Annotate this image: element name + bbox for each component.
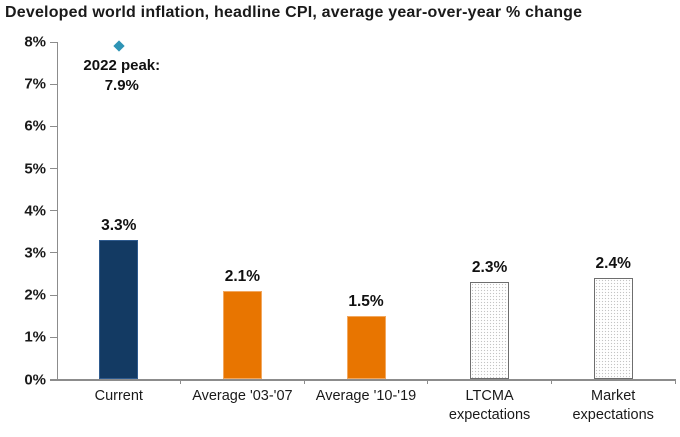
x-axis-label-ltcma-expectations: LTCMA expectations bbox=[428, 387, 552, 425]
y-axis-tick bbox=[50, 336, 57, 338]
peak-diamond-marker bbox=[113, 40, 125, 52]
x-axis-label-line: expectations bbox=[572, 407, 654, 423]
peak-annotation-line: 7.9% bbox=[104, 77, 139, 95]
x-axis-tick bbox=[180, 378, 182, 384]
y-axis-label-0: 0% bbox=[24, 371, 46, 388]
value-label-ltcma-expectations: 2.3% bbox=[471, 259, 508, 277]
peak-annotation-line: 2022 peak: bbox=[83, 57, 161, 75]
x-axis-label-line: Market bbox=[591, 388, 636, 404]
y-axis-tick bbox=[50, 379, 57, 380]
bar-ltcma-expectations bbox=[470, 282, 510, 379]
y-axis-label-5: 5% bbox=[24, 160, 46, 178]
chart-title: Developed world inflation, headline CPI,… bbox=[5, 4, 583, 21]
x-axis-label-line: expectations bbox=[448, 407, 531, 423]
x-axis-label-line: Average '03-'07 bbox=[192, 388, 293, 404]
y-axis-label-2: 2% bbox=[24, 286, 46, 304]
value-label-average-10-19: 1.5% bbox=[348, 293, 384, 311]
peak-annotation: 2022 peak: 7.9% bbox=[52, 56, 192, 96]
y-axis-tick bbox=[50, 210, 57, 212]
y-axis-tick bbox=[50, 125, 57, 127]
y-axis-tick bbox=[50, 252, 57, 254]
y-axis-label-4: 4% bbox=[24, 202, 46, 220]
x-axis-label-average-03-07: Average '03-'07 bbox=[180, 387, 304, 406]
bar-current bbox=[99, 240, 139, 379]
bar-average-03-07 bbox=[222, 290, 262, 379]
x-axis-tick bbox=[303, 378, 305, 384]
y-axis-label-1: 1% bbox=[24, 328, 46, 346]
y-axis-label-8: 8% bbox=[24, 33, 46, 51]
x-axis-label-market-expectations: Market expectations bbox=[551, 387, 675, 425]
x-axis-label-line: Current bbox=[94, 388, 143, 404]
y-axis-label-7: 7% bbox=[24, 75, 46, 93]
bar-market-expectations bbox=[593, 278, 633, 379]
y-axis-label-6: 6% bbox=[24, 117, 46, 135]
x-axis-line bbox=[50, 378, 676, 381]
value-label-current: 3.3% bbox=[101, 217, 137, 235]
bar-average-10-19 bbox=[346, 316, 386, 379]
x-axis-label-line: Average '10-'19 bbox=[315, 388, 417, 404]
x-axis-label-average-10-19: Average '10-'19 bbox=[304, 387, 428, 406]
y-axis-tick bbox=[50, 83, 57, 85]
value-label-market-expectations: 2.4% bbox=[595, 255, 631, 273]
y-axis-label-3: 3% bbox=[24, 244, 46, 262]
value-label-average-03-07: 2.1% bbox=[224, 267, 261, 285]
x-axis-tick bbox=[427, 378, 429, 384]
y-axis-line bbox=[56, 42, 58, 380]
x-axis-tick bbox=[674, 378, 676, 384]
x-axis-label-line: LTCMA bbox=[465, 388, 514, 404]
x-axis-label-current: Current bbox=[57, 387, 181, 406]
y-axis-tick bbox=[50, 168, 57, 170]
x-axis-tick bbox=[550, 378, 552, 384]
y-axis-tick bbox=[50, 41, 57, 43]
y-axis-tick bbox=[50, 294, 57, 296]
